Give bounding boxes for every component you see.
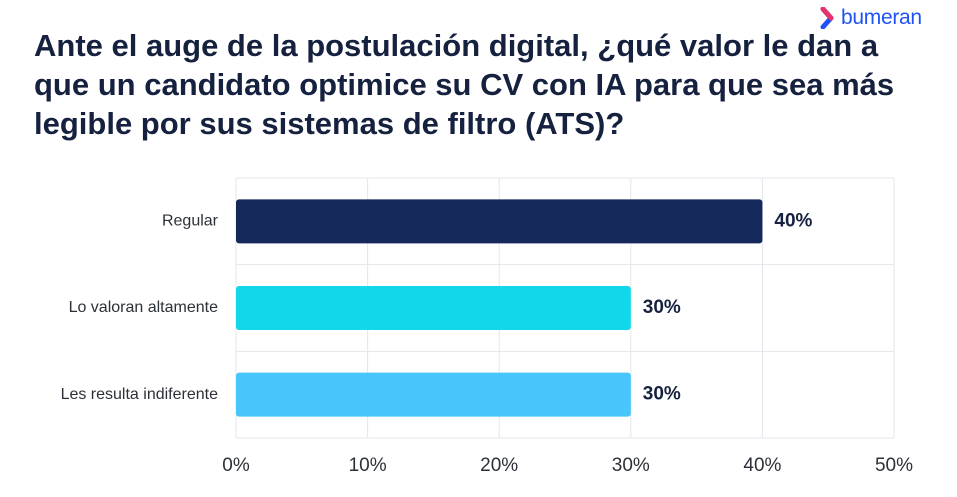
category-label: Lo valoran altamente: [69, 299, 219, 316]
x-tick-label: 10%: [349, 455, 387, 476]
category-label: Les resulta indiferente: [61, 386, 219, 403]
bar: [236, 372, 631, 417]
bumeran-logo: bumeran: [820, 6, 922, 30]
category-label: Regular: [162, 213, 219, 230]
data-label: 30%: [643, 384, 681, 405]
x-tick-label: 30%: [612, 455, 650, 476]
x-tick-label: 0%: [222, 455, 250, 476]
chevron-right-icon: [820, 7, 834, 29]
data-label: 40%: [774, 210, 812, 231]
x-tick-label: 40%: [743, 455, 781, 476]
data-label: 30%: [643, 297, 681, 318]
chart-title: Ante el auge de la postulación digital, …: [34, 28, 895, 141]
bar: [236, 199, 763, 244]
x-tick-label: 50%: [875, 455, 913, 476]
x-tick-label: 20%: [480, 455, 518, 476]
bar: [236, 286, 631, 330]
brand-name: bumeran: [841, 6, 922, 29]
